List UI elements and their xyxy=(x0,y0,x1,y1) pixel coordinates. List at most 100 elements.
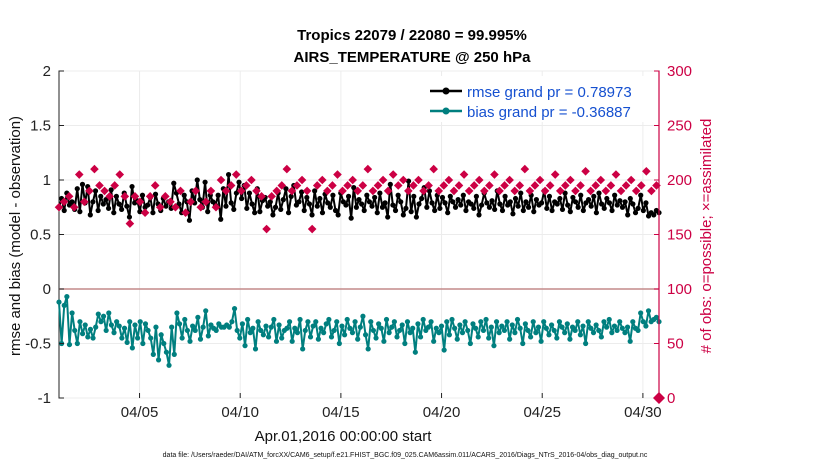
y-tick-label-right: 100 xyxy=(667,281,692,298)
data-point xyxy=(343,202,349,208)
data-point xyxy=(395,192,401,198)
data-point xyxy=(431,338,437,344)
data-point xyxy=(567,209,573,215)
data-point xyxy=(404,319,411,325)
data-point xyxy=(145,327,151,334)
x-tick-label: 04/10 xyxy=(221,404,259,421)
data-point xyxy=(570,194,576,201)
data-point xyxy=(596,327,602,334)
data-point xyxy=(522,321,528,327)
data-point xyxy=(357,324,363,330)
data-point xyxy=(317,195,323,202)
obs-marker xyxy=(399,175,408,185)
data-point xyxy=(330,192,336,198)
data-point xyxy=(509,322,515,328)
data-point xyxy=(98,193,104,199)
data-point xyxy=(638,192,644,198)
obs-marker xyxy=(166,197,175,207)
data-point xyxy=(171,180,177,186)
obs-marker xyxy=(206,186,216,196)
data-point xyxy=(373,335,379,341)
data-point xyxy=(305,319,311,325)
data-point xyxy=(424,204,430,210)
obs-marker xyxy=(59,197,69,207)
data-point xyxy=(567,336,573,342)
data-point xyxy=(351,185,357,191)
data-point xyxy=(318,325,324,331)
data-point xyxy=(572,199,579,205)
data-point xyxy=(250,325,256,331)
data-point xyxy=(266,334,272,340)
data-point xyxy=(187,338,193,344)
obs-marker xyxy=(201,197,211,207)
y-axis-ticks-left: -1 -0.5 0 0.5 1 1.5 2 xyxy=(25,63,64,407)
data-point xyxy=(389,324,395,330)
obs-marker xyxy=(54,202,64,212)
obs-marker xyxy=(140,208,150,217)
data-point xyxy=(470,321,476,327)
chart-title: Tropics 22079 / 22080 = 99.995% xyxy=(297,27,527,44)
obs-marker xyxy=(226,181,236,190)
obs-marker xyxy=(616,186,626,196)
obs-marker xyxy=(495,186,504,196)
data-point xyxy=(432,207,438,214)
data-point xyxy=(155,357,162,363)
data-point xyxy=(382,200,388,206)
data-point xyxy=(408,209,414,215)
obs-marker xyxy=(611,170,621,179)
obs-marker xyxy=(302,186,312,196)
y-axis-label-right: # of obs: o=possible; ×=assimilated xyxy=(698,119,715,354)
data-point xyxy=(301,207,307,214)
data-point xyxy=(514,316,521,323)
data-point xyxy=(413,214,419,220)
obs-marker xyxy=(464,186,474,196)
data-point xyxy=(242,343,248,349)
series-line-1 xyxy=(58,295,660,367)
obs-marker xyxy=(631,186,641,196)
data-point xyxy=(190,323,196,329)
data-point xyxy=(257,209,263,215)
data-point xyxy=(90,335,96,341)
data-point xyxy=(182,316,188,323)
series-1 xyxy=(56,294,662,368)
obs-marker xyxy=(135,197,145,207)
data-point xyxy=(150,351,156,357)
data-point xyxy=(640,207,646,214)
series-2 xyxy=(54,164,661,234)
data-point xyxy=(272,204,279,210)
data-point xyxy=(111,210,117,216)
obs-marker xyxy=(277,181,287,190)
obs-marker xyxy=(636,181,646,190)
data-point xyxy=(478,319,484,325)
data-point xyxy=(493,319,500,325)
data-point xyxy=(612,192,618,198)
data-point xyxy=(462,319,468,325)
y-tick-label: 0 xyxy=(43,281,51,298)
data-point xyxy=(556,319,563,325)
obs-marker xyxy=(161,192,170,201)
data-point xyxy=(609,330,615,336)
obs-marker xyxy=(353,186,363,196)
obs-marker xyxy=(236,186,246,196)
data-point xyxy=(66,341,73,348)
data-point xyxy=(74,340,80,347)
data-point xyxy=(479,202,485,208)
data-point xyxy=(484,200,490,206)
obs-marker xyxy=(550,170,560,179)
data-point xyxy=(499,207,506,214)
data-point xyxy=(69,199,75,205)
data-point xyxy=(446,332,452,338)
data-point xyxy=(572,327,578,334)
obs-marker xyxy=(80,197,89,207)
data-point xyxy=(531,209,537,215)
obs-marker xyxy=(317,175,327,185)
data-point xyxy=(237,335,243,341)
obs-marker xyxy=(338,186,347,196)
data-point xyxy=(458,202,464,208)
data-point xyxy=(285,210,292,216)
x-tick-label: 04/20 xyxy=(423,404,461,421)
data-point xyxy=(598,334,604,340)
data-point xyxy=(142,321,149,327)
data-point xyxy=(399,322,405,328)
data-point xyxy=(310,323,316,329)
